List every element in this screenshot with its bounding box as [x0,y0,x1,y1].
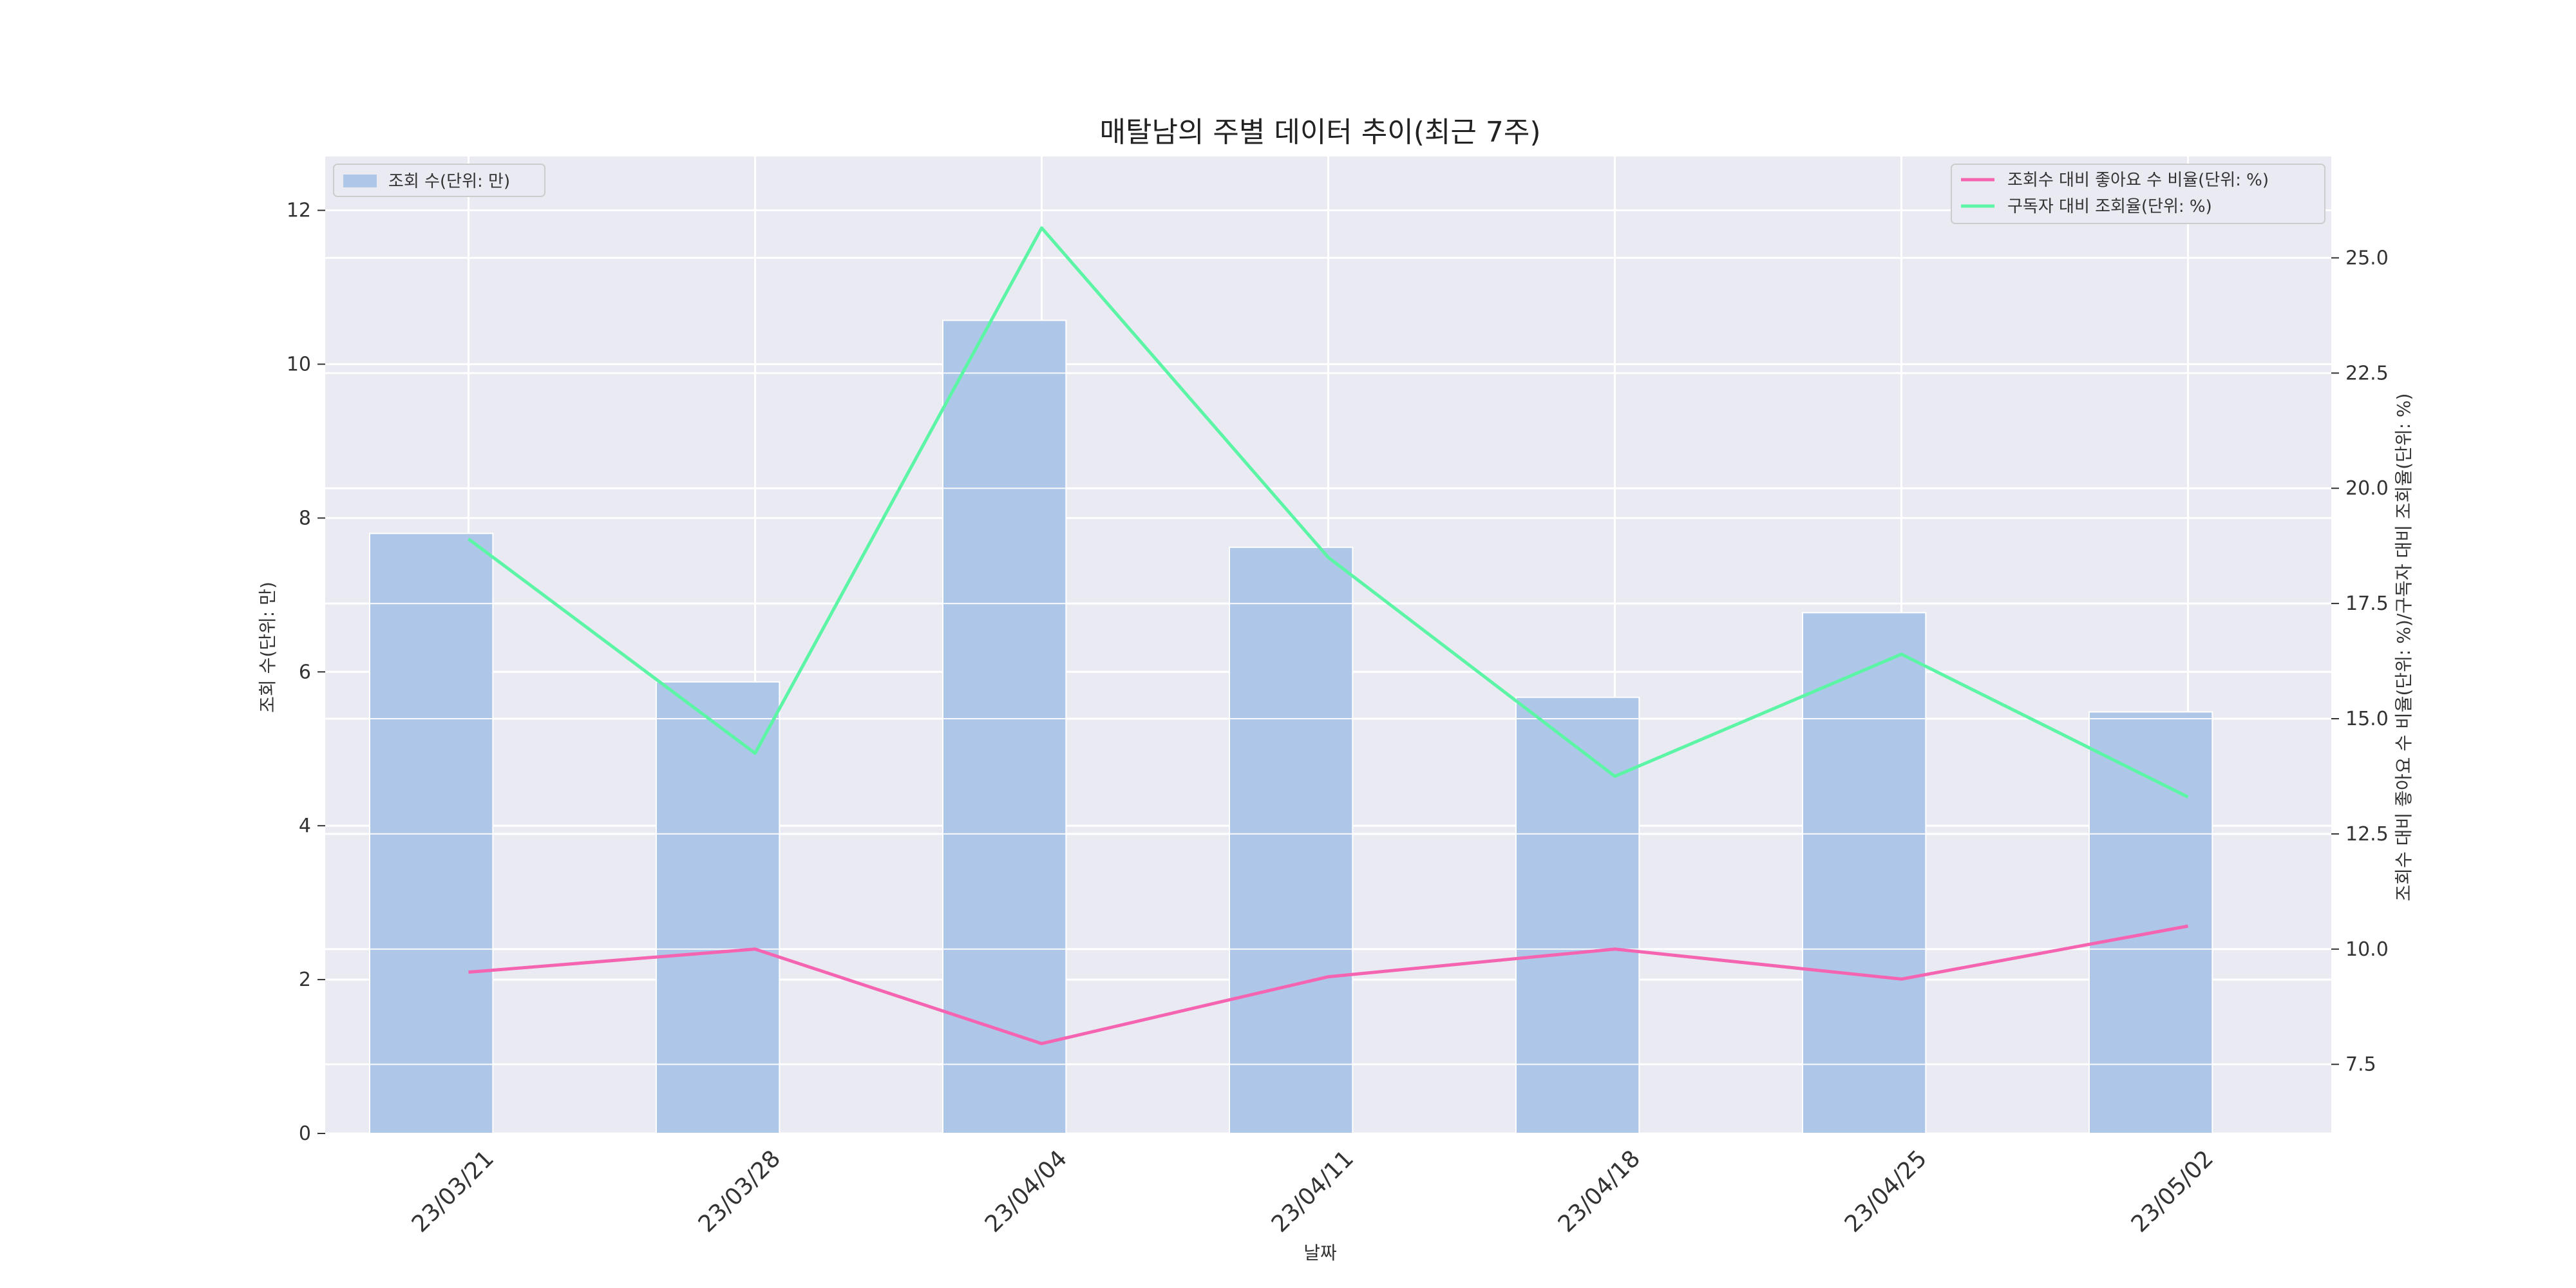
left-tick-label-5: 10 [287,354,311,376]
x-tick-label-1: 23/03/28 [694,1146,786,1238]
left-y-axis-label: 조회 수(단위: 만) [257,582,278,713]
x-tick-label-2: 23/04/04 [980,1146,1072,1238]
right-tick-label-4: 17.5 [2345,592,2389,615]
line-series-1 [468,226,2189,799]
x-tick-label-4: 23/04/18 [1553,1146,1645,1238]
left-tick-label-2: 4 [299,815,311,837]
bar-1 [655,681,781,1134]
grid-over-bars [325,257,2331,1065]
bar-legend-swatch [343,175,377,187]
left-tick-label-3: 6 [299,661,311,683]
chart-title: 매탈남의 주별 데이터 추이(최근 7주) [1100,116,1541,149]
right-tick-label-2: 12.5 [2345,823,2389,846]
line-series [468,226,2189,1045]
x-tick-label-3: 23/04/11 [1267,1146,1359,1238]
line-legend: 조회수 대비 좋아요 수 비율(단위: %) 구독자 대비 조회율(단위: %) [1951,164,2325,224]
left-tick-label-6: 12 [287,200,311,222]
line-series-0 [468,924,2188,1045]
bar-series [325,257,2331,1135]
right-tick-label-3: 15.0 [2345,708,2389,730]
bar-4 [1515,696,1640,1134]
x-tick-label-5: 23/04/25 [1840,1146,1932,1238]
bar-3 [1228,546,1354,1134]
x-axis-label: 날짜 [1303,1242,1337,1264]
x-axis: 23/03/21 23/03/28 23/04/04 23/04/11 23/04/18… [407,1146,2219,1238]
right-y-axis-label: 조회수 대비 좋아요 수 비율(단위: %)/구독자 대비 조회율(단위: %) [2393,393,2414,902]
bar-6 [2088,711,2213,1135]
right-tick-label-7: 25.0 [2345,247,2389,269]
left-tick-label-1: 2 [299,969,311,991]
left-axis: 0 2 4 6 8 10 12 [287,200,325,1145]
left-tick-label-4: 8 [299,507,311,529]
line-legend-label-0: 조회수 대비 좋아요 수 비율(단위: %) [2007,171,2269,190]
line-legend-label-1: 구독자 대비 조회율(단위: %) [2007,197,2212,216]
bar-2 [942,319,1067,1134]
x-tick-label-0: 23/03/21 [407,1146,499,1238]
right-tick-label-0: 7.5 [2345,1054,2376,1076]
right-tick-label-1: 10.0 [2345,938,2389,961]
bar-legend-label: 조회 수(단위: 만) [388,172,510,191]
bar-legend: 조회 수(단위: 만) [333,164,545,197]
right-tick-label-5: 20.0 [2345,477,2389,500]
right-tick-label-6: 22.5 [2345,362,2389,384]
right-axis: 7.5 10.0 12.5 15.0 17.5 20.0 22.5 25.0 [2331,247,2389,1076]
bar-5 [1801,612,1927,1134]
left-tick-label-0: 0 [299,1122,311,1145]
x-tick-label-6: 23/05/02 [2126,1146,2219,1238]
